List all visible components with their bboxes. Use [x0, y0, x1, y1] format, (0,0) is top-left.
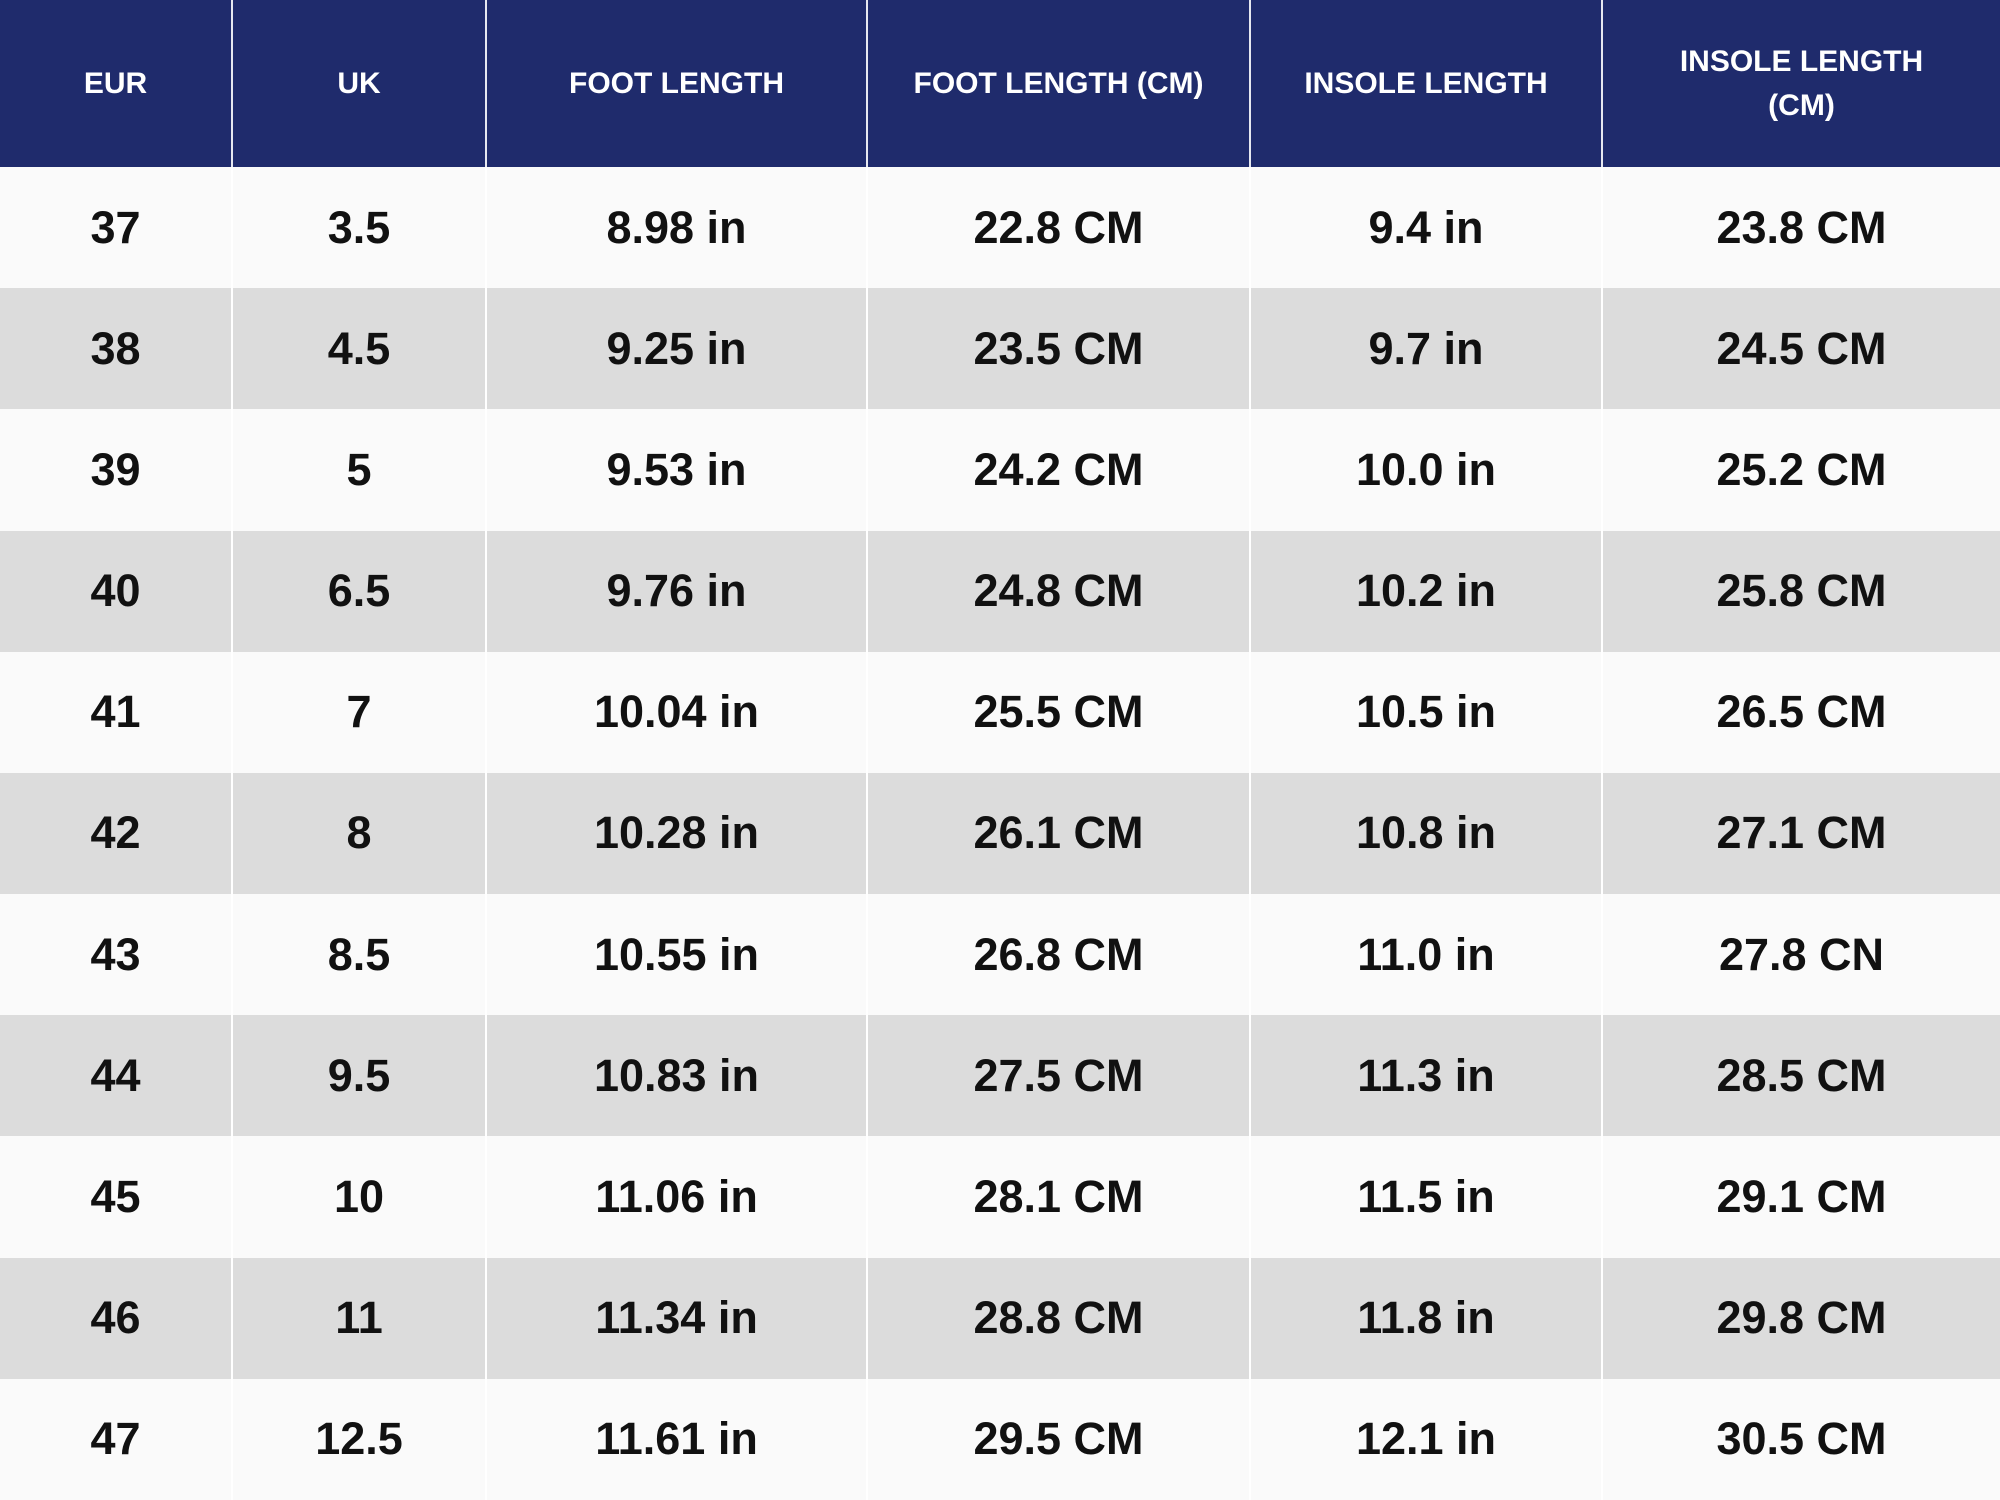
table-header: EUR UK FOOT LENGTH FOOT LENGTH (CM) INSOLE L…: [0, 0, 2000, 167]
table-cell: 42: [0, 772, 232, 895]
table-cell: 10.5 in: [1249, 651, 1602, 773]
header-cell: INSOLE LENGTH (CM): [1601, 0, 2000, 167]
table-cell: 37: [0, 167, 232, 289]
table-cell: 43: [0, 894, 232, 1016]
table-cell: 30.5 CM: [1601, 1378, 2000, 1500]
table-row: 45 10 11.06 in 28.1 CM 11.5 in 29.1 CM: [0, 1136, 2000, 1258]
table-cell: 26.5 CM: [1601, 651, 2000, 773]
table-cell: 23.8 CM: [1601, 167, 2000, 289]
table-row: 37 3.5 8.98 in 22.8 CM 9.4 in 23.8 CM: [0, 167, 2000, 289]
table-cell: 9.4 in: [1249, 167, 1602, 289]
table-cell: 7: [231, 651, 486, 773]
table-body: 37 3.5 8.98 in 22.8 CM 9.4 in 23.8 CM 38 4.5 9.2…: [0, 167, 2000, 1500]
table-cell: 25.5 CM: [866, 651, 1250, 773]
table-cell: 26.8 CM: [866, 894, 1250, 1016]
table-row: 39 5 9.53 in 24.2 CM 10.0 in 25.2 CM: [0, 409, 2000, 531]
header-text: EUR: [83, 66, 148, 100]
table-cell: 11.3 in: [1249, 1015, 1602, 1137]
header-cell: UK: [231, 0, 486, 167]
table-cell: 11: [231, 1257, 486, 1379]
table-row: 44 9.5 10.83 in 27.5 CM 11.3 in 28.5 CM: [0, 1015, 2000, 1137]
table-cell: 46: [0, 1257, 232, 1379]
table-row: 41 7 10.04 in 25.5 CM 10.5 in 26.5 CM: [0, 651, 2000, 773]
table-cell: 29.1 CM: [1601, 1136, 2000, 1258]
table-cell: 9.53 in: [485, 409, 867, 531]
table-cell: 25.2 CM: [1601, 409, 2000, 531]
table-cell: 9.7 in: [1249, 288, 1602, 410]
table-cell: 11.0 in: [1249, 894, 1602, 1016]
header-cell: EUR: [0, 0, 232, 167]
table-cell: 10.83 in: [485, 1015, 867, 1137]
table-cell: 9.76 in: [485, 530, 867, 652]
table-cell: 27.8 CN: [1601, 894, 2000, 1016]
table-cell: 10.28 in: [485, 772, 867, 895]
table-cell: 22.8 CM: [866, 167, 1250, 289]
table-cell: 28.5 CM: [1601, 1015, 2000, 1137]
table-row: 40 6.5 9.76 in 24.8 CM 10.2 in 25.8 CM: [0, 530, 2000, 652]
table-cell: 39: [0, 409, 232, 531]
table-cell: 12.1 in: [1249, 1378, 1602, 1500]
table-cell: 5: [231, 409, 486, 531]
header-text: UK: [337, 66, 381, 100]
table-cell: 4.5: [231, 288, 486, 410]
table-cell: 38: [0, 288, 232, 410]
table-cell: 24.8 CM: [866, 530, 1250, 652]
table-cell: 3.5: [231, 167, 486, 289]
header-cell: FOOT LENGTH (CM): [866, 0, 1250, 167]
header-text: INSOLE LENGTH: [1304, 66, 1548, 100]
table-cell: 29.8 CM: [1601, 1257, 2000, 1379]
table-cell: 10.0 in: [1249, 409, 1602, 531]
table-cell: 10.8 in: [1249, 772, 1602, 895]
table-cell: 8.98 in: [485, 167, 867, 289]
table-cell: 6.5: [231, 530, 486, 652]
table-cell: 25.8 CM: [1601, 530, 2000, 652]
table-cell: 11.34 in: [485, 1257, 867, 1379]
header-text: INSOLE LENGTH (CM): [1679, 45, 1924, 122]
table-cell: 29.5 CM: [866, 1378, 1250, 1500]
table-cell: 10.04 in: [485, 651, 867, 773]
table-cell: 27.1 CM: [1601, 772, 2000, 895]
table-cell: 24.5 CM: [1601, 288, 2000, 410]
table-cell: 9.5: [231, 1015, 486, 1137]
table-row: 38 4.5 9.25 in 23.5 CM 9.7 in 24.5 CM: [0, 288, 2000, 410]
table-cell: 27.5 CM: [866, 1015, 1250, 1137]
table-cell: 40: [0, 530, 232, 652]
table-cell: 23.5 CM: [866, 288, 1250, 410]
header-text: FOOT LENGTH (CM): [913, 66, 1204, 100]
table-cell: 41: [0, 651, 232, 773]
table-cell: 11.06 in: [485, 1136, 867, 1258]
table-row: 46 11 11.34 in 28.8 CM 11.8 in 29.8 CM: [0, 1257, 2000, 1379]
table-cell: 10: [231, 1136, 486, 1258]
table-cell: 11.5 in: [1249, 1136, 1602, 1258]
table-cell: 11.8 in: [1249, 1257, 1602, 1379]
table-cell: 9.25 in: [485, 288, 867, 410]
table-cell: 45: [0, 1136, 232, 1258]
table-cell: 28.1 CM: [866, 1136, 1250, 1258]
table-cell: 10.2 in: [1249, 530, 1602, 652]
table-cell: 10.55 in: [485, 894, 867, 1016]
header-row: EUR UK FOOT LENGTH FOOT LENGTH (CM) INSOLE L…: [0, 0, 2000, 167]
table-cell: 8: [231, 772, 486, 895]
table-cell: 44: [0, 1015, 232, 1137]
header-cell: FOOT LENGTH: [485, 0, 867, 167]
header-text: FOOT LENGTH: [569, 66, 784, 100]
table-cell: 8.5: [231, 894, 486, 1016]
table-row: 42 8 10.28 in 26.1 CM 10.8 in 27.1 CM: [0, 772, 2000, 895]
table-cell: 26.1 CM: [866, 772, 1250, 895]
table-row: 47 12.5 11.61 in 29.5 CM 12.1 in 30.5 CM: [0, 1378, 2000, 1500]
table-cell: 28.8 CM: [866, 1257, 1250, 1379]
table-row: 43 8.5 10.55 in 26.8 CM 11.0 in 27.8 CN: [0, 894, 2000, 1016]
header-cell: INSOLE LENGTH: [1249, 0, 1602, 167]
table-cell: 11.61 in: [485, 1378, 867, 1500]
table-cell: 12.5: [231, 1378, 486, 1500]
table-cell: 47: [0, 1378, 232, 1500]
table-cell: 24.2 CM: [866, 409, 1250, 531]
